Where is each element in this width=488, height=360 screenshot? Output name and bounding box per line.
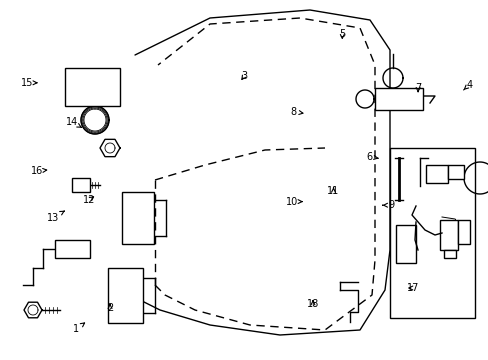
- Bar: [395, 225, 415, 263]
- Bar: [439, 220, 457, 250]
- Text: 7: 7: [414, 83, 420, 93]
- Text: 14: 14: [66, 117, 81, 127]
- Text: 9: 9: [382, 200, 393, 210]
- Bar: [425, 165, 447, 183]
- Text: 11: 11: [326, 186, 339, 196]
- Text: 3: 3: [241, 71, 247, 81]
- Text: 16: 16: [30, 166, 46, 176]
- Text: 17: 17: [406, 283, 419, 293]
- Bar: [374, 88, 422, 110]
- Text: 6: 6: [366, 152, 377, 162]
- Bar: [457, 220, 469, 244]
- Text: 18: 18: [306, 299, 319, 309]
- Bar: [55, 240, 90, 258]
- Text: 13: 13: [46, 211, 64, 223]
- Bar: [122, 192, 154, 244]
- Text: 5: 5: [339, 29, 345, 39]
- Bar: [108, 268, 142, 323]
- Bar: [389, 148, 474, 318]
- Bar: [65, 68, 120, 106]
- Text: 12: 12: [83, 195, 96, 205]
- Bar: [72, 178, 90, 192]
- Text: 1: 1: [73, 323, 84, 334]
- Text: 10: 10: [285, 197, 302, 207]
- Text: 2: 2: [107, 303, 113, 313]
- Bar: [443, 250, 455, 258]
- Bar: [454, 242, 472, 260]
- Bar: [447, 165, 463, 179]
- Text: 15: 15: [20, 78, 37, 88]
- Text: 4: 4: [463, 80, 471, 90]
- Text: 8: 8: [290, 107, 303, 117]
- Bar: [413, 186, 427, 196]
